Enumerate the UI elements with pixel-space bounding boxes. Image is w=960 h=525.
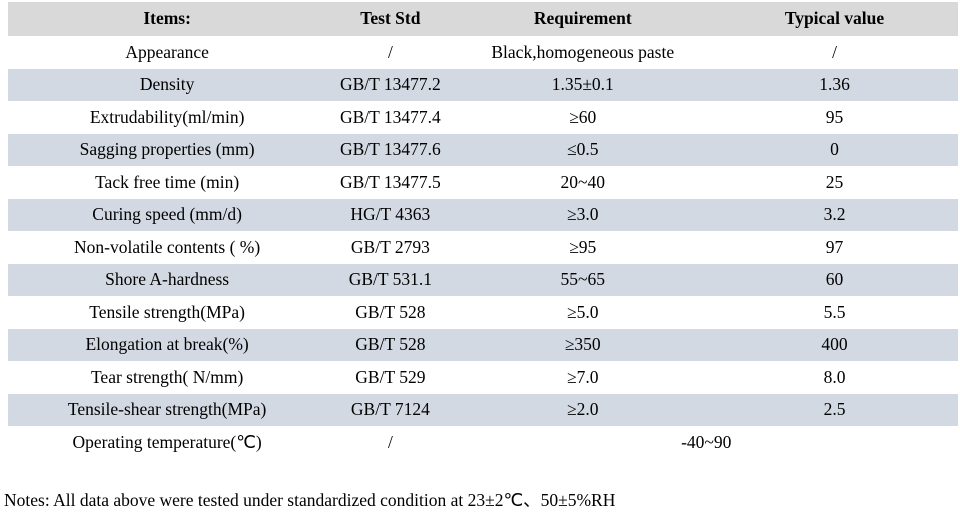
table-row: Curing speed (mm/d) HG/T 4363 ≥3.0 3.2 xyxy=(8,198,958,231)
table-row: Operating temperature(℃) / -40~90 xyxy=(8,426,958,459)
table-row: Tensile strength(MPa) GB/T 528 ≥5.0 5.5 xyxy=(8,296,958,329)
cell-test-std: / xyxy=(387,41,393,62)
cell-item: Extrudability(ml/min) xyxy=(89,106,245,127)
cell-test-std: GB/T 13477.6 xyxy=(326,133,455,166)
cell-typical-value: 25 xyxy=(825,171,844,192)
cell-item: Tear strength( N/mm) xyxy=(90,366,244,387)
cell-test-std: GB/T 528 xyxy=(355,301,426,322)
cell-test-std: GB/T 13477.2 xyxy=(326,68,455,101)
cell-requirement: 1.35±0.1 xyxy=(454,68,711,101)
table-row: Non-volatile contents ( %) GB/T 2793 ≥95 97 xyxy=(8,231,958,264)
notes-text: Notes: All data above were tested under … xyxy=(4,490,616,510)
cell-test-std: GB/T 529 xyxy=(355,366,426,387)
cell-typical-value: 1.36 xyxy=(711,68,958,101)
cell-requirement: ≥3.0 xyxy=(454,198,711,231)
table-row: Elongation at break(%) GB/T 528 ≥350 400 xyxy=(8,328,958,361)
column-header-items: Items: xyxy=(8,2,327,36)
cell-typical-value: 400 xyxy=(711,328,958,361)
cell-test-std: GB/T 528 xyxy=(326,328,455,361)
cell-requirement: 55~65 xyxy=(454,263,711,296)
cell-item: Shore A-hardness xyxy=(8,263,327,296)
cell-typical-value: 95 xyxy=(825,106,844,127)
cell-requirement: ≥350 xyxy=(454,328,711,361)
cell-typical-value: 60 xyxy=(711,263,958,296)
table-row: Appearance / Black,homogeneous paste / xyxy=(8,36,958,69)
cell-typical-value: 0 xyxy=(711,133,958,166)
cell-test-std: / xyxy=(387,431,393,452)
cell-item: Appearance xyxy=(125,41,209,62)
cell-requirement: Black,homogeneous paste xyxy=(491,41,675,62)
cell-test-std: GB/T 7124 xyxy=(326,393,455,426)
cell-typical-value: 5.5 xyxy=(823,301,846,322)
table-row: Tack free time (min) GB/T 13477.5 20~40 25 xyxy=(8,166,958,199)
cell-typical-value: 97 xyxy=(825,236,844,257)
spec-table: Items: Test Std Requirement Typical valu… xyxy=(8,2,958,459)
cell-item: Non-volatile contents ( %) xyxy=(74,236,261,257)
table-row: Extrudability(ml/min) GB/T 13477.4 ≥60 95 xyxy=(8,101,958,134)
cell-typical-value: 3.2 xyxy=(711,198,958,231)
cell-item: Tack free time (min) xyxy=(95,171,240,192)
cell-requirement: ≥60 xyxy=(569,106,597,127)
table-row: Tear strength( N/mm) GB/T 529 ≥7.0 8.0 xyxy=(8,361,958,394)
table-row: Tensile-shear strength(MPa) GB/T 7124 ≥2.0… xyxy=(8,393,958,426)
cell-typical-value: / xyxy=(832,41,837,62)
cell-item: Tensile-shear strength(MPa) xyxy=(8,393,327,426)
cell-requirement: ≥95 xyxy=(569,236,597,257)
cell-item: Operating temperature(℃) xyxy=(72,431,262,452)
cell-requirement: 20~40 xyxy=(560,171,605,192)
cell-requirement: ≥7.0 xyxy=(567,366,599,387)
column-header-requirement: Requirement xyxy=(454,2,711,36)
cell-requirement: ≥5.0 xyxy=(567,301,599,322)
cell-item: Elongation at break(%) xyxy=(8,328,327,361)
cell-requirement: ≤0.5 xyxy=(454,133,711,166)
table-row: Density GB/T 13477.2 1.35±0.1 1.36 xyxy=(8,68,958,101)
cell-item: Density xyxy=(8,68,327,101)
table-row: Shore A-hardness GB/T 531.1 55~65 60 xyxy=(8,263,958,296)
cell-test-std: GB/T 531.1 xyxy=(326,263,455,296)
cell-typical-value: 2.5 xyxy=(711,393,958,426)
cell-item: Tensile strength(MPa) xyxy=(89,301,245,322)
cell-requirement: ≥2.0 xyxy=(454,393,711,426)
cell-item: Sagging properties (mm) xyxy=(8,133,327,166)
table-row: Sagging properties (mm) GB/T 13477.6 ≤0.5 0 xyxy=(8,133,958,166)
cell-test-std: GB/T 2793 xyxy=(350,236,430,257)
cell-requirement-typical-merged: -40~90 xyxy=(681,431,732,452)
header-row: Items: Test Std Requirement Typical valu… xyxy=(8,2,958,36)
column-header-typical-value: Typical value xyxy=(711,2,958,36)
column-header-test-std: Test Std xyxy=(326,2,455,36)
cell-test-std: GB/T 13477.5 xyxy=(339,171,441,192)
cell-test-std: HG/T 4363 xyxy=(326,198,455,231)
cell-test-std: GB/T 13477.4 xyxy=(339,106,441,127)
cell-item: Curing speed (mm/d) xyxy=(8,198,327,231)
cell-typical-value: 8.0 xyxy=(823,366,846,387)
